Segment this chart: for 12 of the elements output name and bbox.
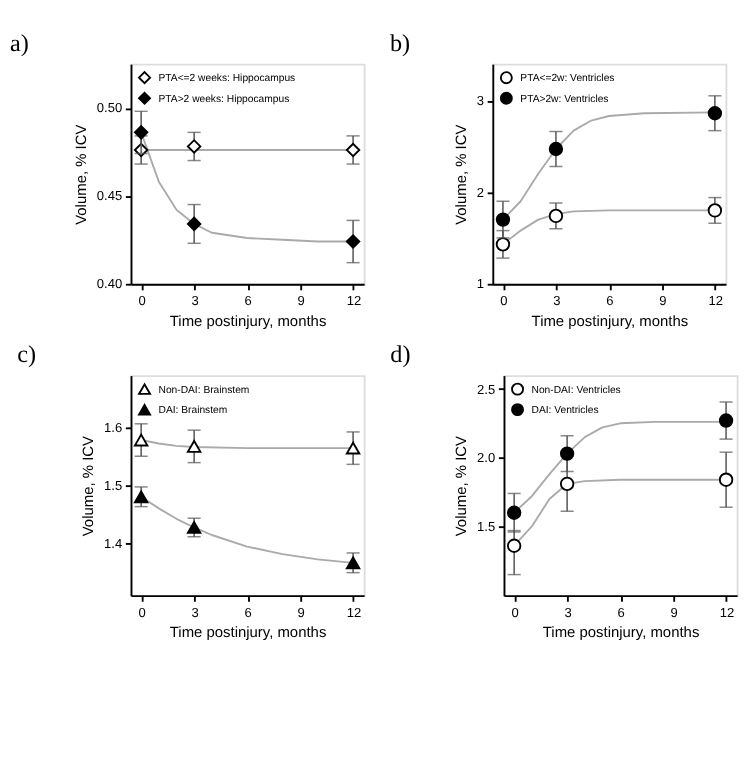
chart-title: b) <box>389 28 411 57</box>
y-axis-title: Volume, % ICV <box>71 124 90 225</box>
x-axis-title: Time postinjury, months <box>531 311 689 330</box>
y-axis-title: Volume, % ICV <box>451 124 470 225</box>
x-axis-title: Time postinjury, months <box>169 311 327 330</box>
chart-title: d) <box>390 340 411 369</box>
chart-title: c) <box>17 340 37 369</box>
x-axis-title: Time postinjury, months <box>169 623 327 642</box>
chart-title: a) <box>10 28 29 57</box>
y-axis-title: Volume, % ICV <box>451 435 470 537</box>
x-axis-title: Time postinjury, months <box>542 623 700 642</box>
y-axis-title: Volume, % ICV <box>78 435 97 537</box>
